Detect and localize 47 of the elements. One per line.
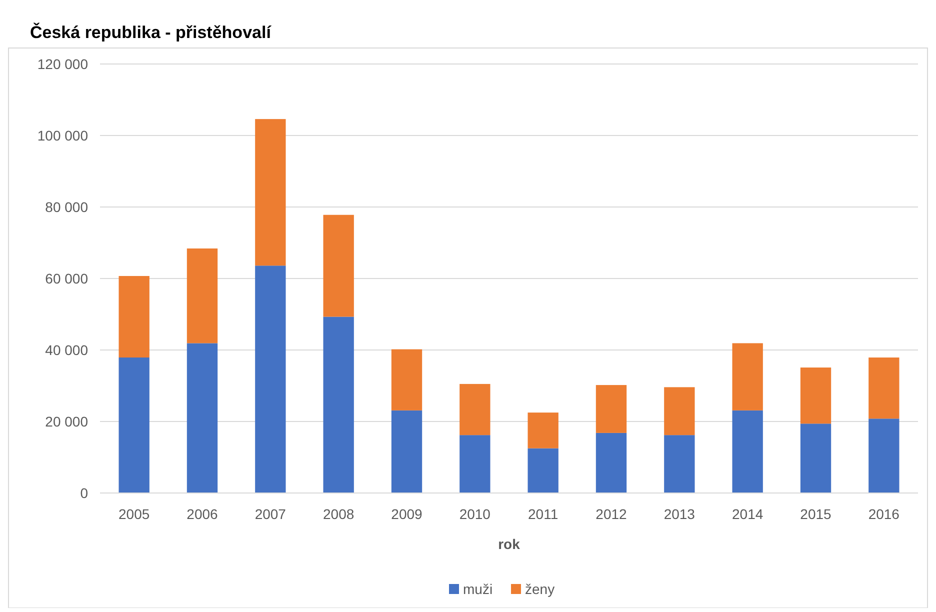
- bar: [800, 424, 832, 493]
- y-tick-label: 20 000: [45, 413, 88, 430]
- x-axis-title: rok: [498, 536, 520, 552]
- bar: [118, 276, 150, 358]
- bar: [664, 435, 695, 493]
- x-tick-label: 2010: [459, 506, 491, 522]
- bar: [186, 248, 218, 344]
- y-tick-label: 60 000: [45, 270, 88, 286]
- x-tick-label: 2007: [254, 506, 286, 522]
- y-tick-label: 120 000: [37, 56, 88, 72]
- bar: [800, 368, 832, 424]
- bar: [596, 385, 627, 433]
- y-tick-label: 100 000: [37, 127, 88, 144]
- bar: [323, 316, 354, 493]
- bar: [255, 119, 286, 266]
- x-tick-label: 2013: [664, 506, 696, 522]
- bar: [868, 418, 900, 493]
- bar: [460, 435, 490, 493]
- x-tick-label: 2005: [118, 506, 150, 522]
- y-tick-label: 0: [80, 484, 88, 501]
- x-tick-label: 2009: [391, 506, 423, 522]
- bar: [460, 384, 490, 436]
- bar: [732, 343, 763, 410]
- bar: [391, 349, 422, 410]
- bar: [323, 214, 354, 317]
- bar: [528, 448, 558, 493]
- bar: [528, 412, 558, 448]
- x-tick-label: 2011: [528, 506, 558, 522]
- x-tick-label: 2006: [186, 506, 218, 522]
- x-tick-label: 2012: [596, 506, 628, 522]
- legend-label: muži: [463, 581, 493, 597]
- bar: [596, 432, 627, 493]
- x-tick-label: 2008: [323, 506, 354, 522]
- bar: [868, 358, 900, 419]
- bar: [664, 387, 695, 436]
- legend-label: ženy: [525, 581, 555, 597]
- bar: [186, 343, 218, 493]
- y-tick-label: 40 000: [45, 342, 88, 358]
- bar: [255, 266, 286, 493]
- bar: [732, 410, 763, 493]
- x-tick-label: 2016: [868, 506, 900, 522]
- bar: [391, 410, 422, 493]
- x-tick-label: 2014: [732, 506, 764, 522]
- x-tick-label: 2015: [800, 506, 832, 522]
- chart-title: Česká republika - přistěhovalí: [30, 22, 272, 42]
- y-tick-label: 80 000: [45, 198, 88, 215]
- bar: [118, 358, 150, 493]
